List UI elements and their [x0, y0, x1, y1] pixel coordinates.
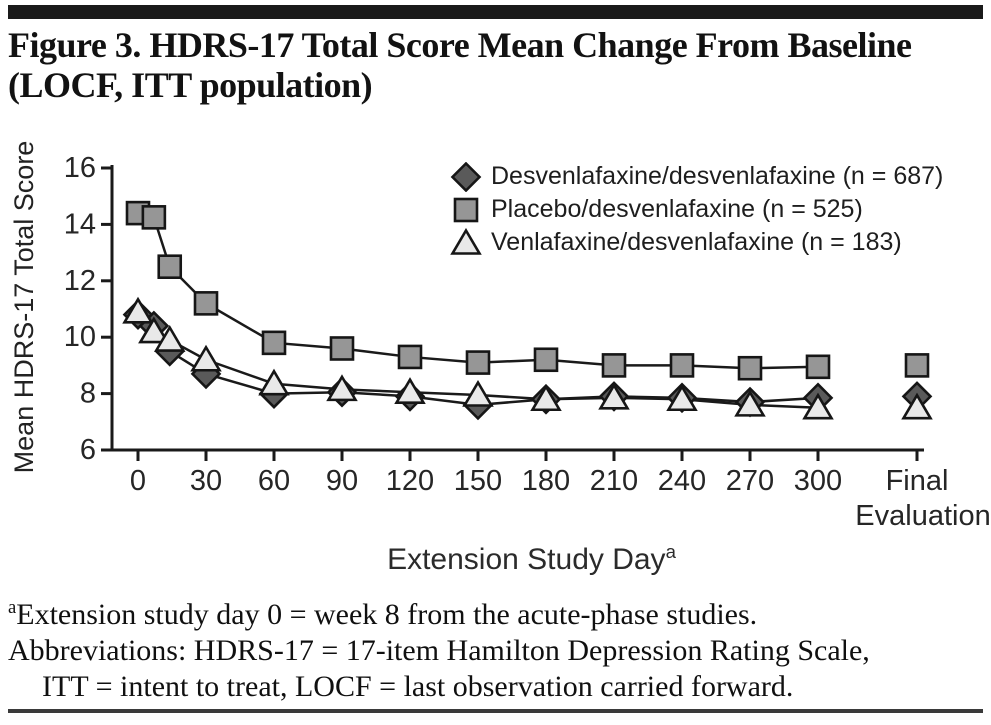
y-tick-label: 12 — [64, 265, 96, 297]
data-point-marker — [666, 384, 698, 412]
final-tick-label-line1: Final — [886, 465, 949, 497]
legend-label: Venlafaxine/desvenlafaxine (n = 183) — [491, 228, 902, 256]
y-tick-label: 8 — [80, 378, 96, 410]
top-rule — [8, 5, 983, 19]
data-point-marker — [261, 330, 287, 356]
legend-label: Desvenlafaxine/desvenlafaxine (n = 687) — [491, 162, 944, 190]
x-tick-label: 0 — [130, 465, 146, 497]
diamond-icon — [450, 161, 482, 192]
footnote-line-2: Abbreviations: HDRS-17 = 17-item Hamilto… — [8, 634, 870, 667]
x-tick-label: 270 — [726, 465, 774, 497]
figure-title-line2: (LOCF, ITT population) — [8, 65, 373, 105]
data-point-marker — [141, 205, 167, 230]
data-point-marker — [157, 254, 183, 279]
x-tick-label: 240 — [658, 465, 706, 497]
x-tick-label: 300 — [794, 465, 842, 497]
x-axis-title: Extension Study Daya — [36, 541, 991, 577]
data-point-marker — [153, 324, 186, 352]
x-axis-title-text: Extension Study Day — [387, 543, 666, 576]
legend-item-diamond: Desvenlafaxine/desvenlafaxine (n = 687) — [450, 160, 943, 193]
footnote-marker: a — [8, 597, 17, 618]
footnote-line-3: ITT = intent to treat, LOCF = last obser… — [42, 670, 794, 703]
triangle-legend-marker — [450, 227, 482, 255]
final-data-point-marker — [904, 353, 930, 378]
legend-item-triangle: Venlafaxine/desvenlafaxine (n = 183) — [450, 226, 943, 259]
data-point-marker — [190, 344, 222, 372]
y-tick-label: 14 — [64, 208, 96, 240]
data-point-marker — [669, 353, 695, 378]
final-tick-label-line2: Evaluation — [855, 500, 990, 532]
square-legend-marker — [453, 197, 479, 222]
x-tick-label: 120 — [386, 465, 434, 497]
y-tick-label: 6 — [80, 434, 96, 466]
data-point-marker — [462, 379, 494, 407]
data-point-marker — [737, 355, 763, 381]
y-axis-title: Mean HDRS-17 Total Score — [9, 141, 39, 474]
data-point-marker — [193, 291, 219, 316]
data-point-marker — [533, 347, 559, 373]
data-point-marker — [397, 344, 423, 370]
data-point-marker — [530, 384, 562, 412]
legend-label: Placebo/desvenlafaxine (n = 525) — [491, 195, 863, 223]
x-tick-label: 150 — [454, 465, 502, 497]
x-tick-label: 30 — [190, 465, 222, 497]
data-point-marker — [258, 368, 290, 396]
data-point-marker — [734, 389, 766, 417]
data-point-marker — [465, 350, 491, 375]
legend-item-square: Placebo/desvenlafaxine (n = 525) — [450, 193, 943, 226]
data-point-marker — [329, 336, 355, 361]
data-point-marker — [394, 377, 426, 404]
data-point-marker — [138, 316, 170, 344]
x-axis-title-superscript: a — [665, 541, 676, 562]
x-tick-label: 90 — [326, 465, 358, 497]
final-data-point-marker — [901, 392, 933, 420]
figure-title: Figure 3. HDRS-17 Total Score Mean Chang… — [8, 25, 983, 105]
square-icon — [453, 197, 479, 222]
y-tick-label: 16 — [64, 152, 96, 184]
footnotes: aExtension study day 0 = week 8 from the… — [8, 597, 983, 705]
data-point-marker — [601, 353, 627, 378]
data-point-marker — [598, 382, 630, 410]
x-tick-label: 60 — [258, 465, 290, 497]
x-tick-label: 180 — [522, 465, 570, 497]
data-point-marker — [122, 296, 154, 324]
footnote-line-1: aExtension study day 0 = week 8 from the… — [8, 597, 758, 631]
bottom-rule — [8, 709, 983, 713]
y-tick-label: 10 — [64, 321, 96, 353]
chart-legend: Desvenlafaxine/desvenlafaxine (n = 687) P… — [450, 160, 943, 259]
diamond-legend-marker — [450, 161, 482, 192]
data-point-marker — [805, 354, 831, 380]
data-point-marker — [326, 374, 358, 402]
data-point-marker — [802, 392, 834, 420]
figure-title-line1: Figure 3. HDRS-17 Total Score Mean Chang… — [8, 25, 912, 65]
triangle-icon — [450, 227, 482, 255]
x-tick-label: 210 — [590, 465, 638, 497]
